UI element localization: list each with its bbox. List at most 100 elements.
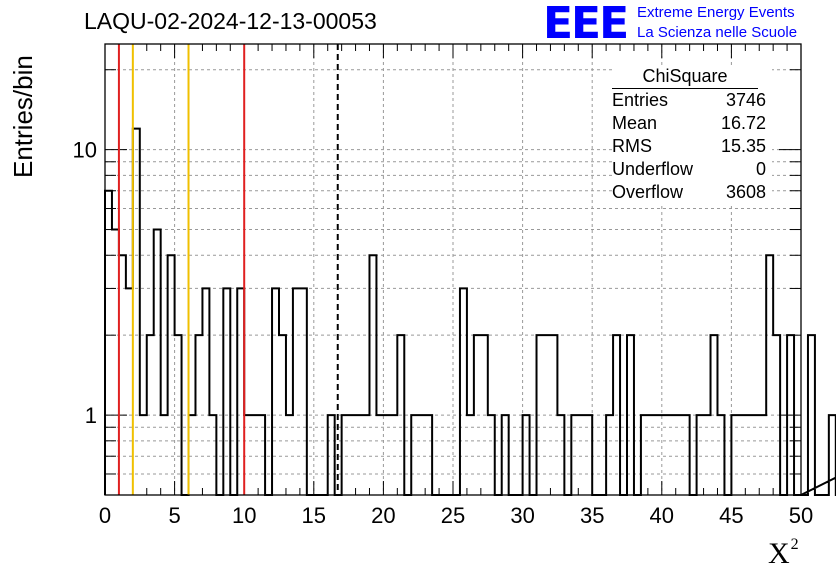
stats-row-value: 0 xyxy=(755,159,766,179)
histogram-bin xyxy=(766,255,773,495)
histogram-bin xyxy=(585,415,592,495)
histogram-bin xyxy=(550,335,557,495)
stats-row-label: Overflow xyxy=(612,182,684,202)
histogram-bin xyxy=(356,415,363,495)
histogram-bin xyxy=(683,415,690,495)
histogram-bin xyxy=(474,335,481,495)
histogram-bin xyxy=(244,415,251,495)
x-tick-label: 45 xyxy=(719,503,743,528)
histogram-bin xyxy=(829,415,836,495)
x-tick-label: 15 xyxy=(302,503,326,528)
histogram-bin xyxy=(147,335,154,495)
histogram-bin xyxy=(369,255,376,495)
histogram-bin xyxy=(209,415,216,495)
histogram-bin xyxy=(286,415,293,495)
tick-labels: 0 5 10 15 20 25 30 35 40 45 50 1 10 xyxy=(73,138,814,528)
histogram-bin xyxy=(202,288,209,495)
histogram-bin xyxy=(655,415,662,495)
eee-logo: EEE xyxy=(543,0,629,49)
histogram-bin xyxy=(119,255,126,495)
stats-row-label: Mean xyxy=(612,113,658,133)
histogram-bin xyxy=(293,288,300,495)
histogram-bin xyxy=(731,415,738,495)
histogram-bin xyxy=(745,415,752,495)
histogram-bin xyxy=(543,335,550,495)
histogram-bin xyxy=(425,415,432,495)
stats-row-label: Underflow xyxy=(612,159,694,179)
x-tick-label: 20 xyxy=(371,503,395,528)
stats-row-value: 15.35 xyxy=(720,136,766,156)
x-tick-label: 10 xyxy=(232,503,256,528)
histogram-bin xyxy=(105,191,112,495)
stats-row: Underflow 0 xyxy=(612,158,772,181)
histogram-bin xyxy=(300,288,307,495)
histogram-bin xyxy=(390,415,397,495)
histogram-bin xyxy=(648,415,655,495)
stats-row-label: RMS xyxy=(612,136,652,156)
histogram-bin xyxy=(467,415,474,495)
histogram-bin xyxy=(578,415,585,495)
histogram-bin xyxy=(808,335,815,495)
histogram-bin xyxy=(342,415,349,495)
histogram-bin xyxy=(738,415,745,495)
histogram-bin xyxy=(717,415,724,495)
x-axis-label-text: X xyxy=(768,537,790,570)
chart-title: LAQU-02-2024-12-13-00053 xyxy=(84,8,377,34)
histogram-bin xyxy=(133,129,140,495)
histogram-bin xyxy=(328,415,335,495)
histogram-bin xyxy=(418,415,425,495)
histogram-bin xyxy=(752,415,759,495)
x-axis-label-superscript: 2 xyxy=(790,536,799,553)
grid xyxy=(105,44,801,496)
histogram-bin xyxy=(397,335,404,495)
histogram-bin xyxy=(154,230,161,495)
histogram-bin xyxy=(376,415,383,495)
x-axis-label: X2 xyxy=(768,536,799,571)
histogram-bin xyxy=(168,255,175,495)
histogram-bin xyxy=(223,288,230,495)
histogram-outline xyxy=(104,127,836,496)
histogram-bin xyxy=(571,415,578,495)
histogram-bin xyxy=(112,230,119,495)
histogram-bin xyxy=(537,335,544,495)
histogram-bin xyxy=(272,288,279,495)
eee-logo-text: EEE xyxy=(543,0,629,49)
histogram-bin xyxy=(523,415,530,495)
stats-box: ChiSquare Entries 3746 Mean 16.72 RMS 15.35 Un… xyxy=(612,66,772,204)
x-tick-label: 35 xyxy=(580,503,604,528)
histogram-bin xyxy=(704,415,711,495)
histogram-bin xyxy=(481,335,488,495)
y-tick-label: 1 xyxy=(85,403,97,428)
histogram-bin xyxy=(349,415,356,495)
x-tick-label: 50 xyxy=(789,503,813,528)
histogram-bin xyxy=(641,415,648,495)
stats-row-label: Entries xyxy=(612,90,669,110)
histogram-bin xyxy=(460,288,467,495)
histogram-bin xyxy=(237,288,244,495)
logo-caption-line2: La Scienza nelle Scuole xyxy=(637,24,798,41)
histogram-bin xyxy=(773,335,780,495)
histogram-bin xyxy=(279,335,286,495)
histogram-bin xyxy=(606,415,613,495)
plot-frame xyxy=(104,43,802,496)
x-tick-label: 0 xyxy=(99,503,111,528)
stats-row-value: 3608 xyxy=(725,182,766,202)
histogram-bin xyxy=(697,415,704,495)
histogram-bin xyxy=(161,415,168,495)
x-tick-label: 40 xyxy=(650,503,674,528)
stats-row-value: 3746 xyxy=(725,90,766,110)
x-tick-label: 25 xyxy=(441,503,465,528)
histogram-bin xyxy=(258,415,265,495)
histogram-bin xyxy=(787,335,794,495)
histogram-bin xyxy=(383,415,390,495)
histogram-bin xyxy=(759,415,766,495)
stats-rows: Entries 3746 Mean 16.72 RMS 15.35 Underflow 0 Ov… xyxy=(612,89,772,204)
stats-row-value: 16.72 xyxy=(720,113,766,133)
histogram-bin xyxy=(126,288,133,495)
histogram-bin xyxy=(662,415,669,495)
histogram-bin xyxy=(175,335,182,495)
histogram-bin xyxy=(557,415,564,495)
stats-row: RMS 15.35 xyxy=(612,135,772,158)
histogram-bin xyxy=(195,335,202,495)
